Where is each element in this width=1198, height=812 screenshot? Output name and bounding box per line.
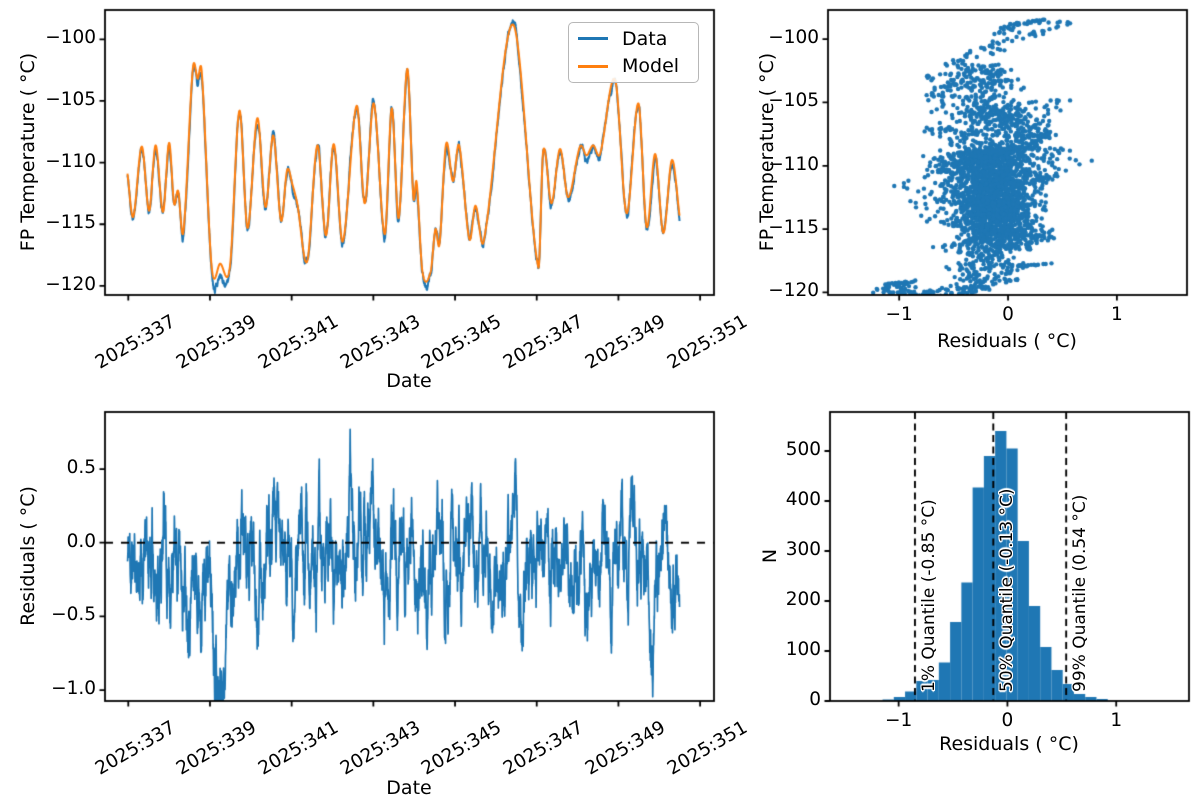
y-tick-label: −105 bbox=[768, 90, 819, 112]
x-tick-label: 0 bbox=[1002, 304, 1014, 325]
legend-label-data: Data bbox=[622, 27, 668, 50]
x-tick-label: −1 bbox=[885, 710, 913, 731]
quantile-99pct-label: 99% Quantile (0.54 °C) bbox=[1070, 494, 1091, 692]
y-tick-label: −115 bbox=[45, 212, 96, 234]
bottom-left-ylabel: Residuals ( °C) bbox=[17, 486, 39, 626]
y-tick-label: −120 bbox=[45, 273, 96, 295]
y-tick-label: −100 bbox=[45, 27, 96, 49]
y-tick-label: −115 bbox=[768, 217, 819, 239]
quantile-50pct-label: 50% Quantile (-0.13 °C) bbox=[997, 488, 1018, 692]
legend-item-data: Data bbox=[569, 29, 698, 49]
y-tick-label: 200 bbox=[785, 589, 821, 610]
quantile-1pct-label: 1% Quantile (-0.85 °C) bbox=[918, 499, 939, 692]
x-tick-label: 1 bbox=[1110, 710, 1123, 731]
y-tick-label: 0.5 bbox=[66, 457, 96, 479]
x-tick-label: 0 bbox=[1001, 710, 1014, 731]
top-left-xlabel: Date bbox=[386, 370, 432, 392]
y-tick-label: −110 bbox=[768, 153, 819, 175]
y-tick-label: 500 bbox=[785, 439, 821, 460]
bottom-right-ylabel: N bbox=[759, 548, 781, 564]
x-tick-label: −1 bbox=[885, 304, 913, 325]
y-tick-label: 100 bbox=[785, 639, 821, 660]
data-line-swatch bbox=[578, 37, 608, 41]
legend-item-model: Model bbox=[569, 56, 698, 76]
x-tick-label: 1 bbox=[1111, 304, 1123, 325]
y-tick-label: −1.0 bbox=[51, 678, 96, 700]
bottom-left-xlabel: Date bbox=[386, 777, 432, 799]
y-tick-label: 300 bbox=[785, 539, 821, 560]
legend: Data Model bbox=[568, 22, 699, 83]
top-right-ylabel: FP Temperature ( °C) bbox=[756, 52, 778, 252]
top-left-ylabel: FP Temperature ( °C) bbox=[17, 52, 39, 252]
y-tick-label: 0.0 bbox=[66, 530, 96, 552]
y-tick-label: −120 bbox=[768, 280, 819, 302]
model-line-swatch bbox=[578, 64, 608, 68]
top-right-xlabel: Residuals ( °C) bbox=[937, 330, 1077, 352]
y-tick-label: −100 bbox=[768, 27, 819, 49]
bottom-right-xlabel: Residuals ( °C) bbox=[939, 733, 1079, 755]
y-tick-label: 400 bbox=[785, 489, 821, 510]
y-tick-label: 0 bbox=[809, 689, 821, 710]
legend-label-model: Model bbox=[622, 55, 680, 78]
y-tick-label: −0.5 bbox=[51, 604, 96, 626]
y-tick-label: −105 bbox=[45, 88, 96, 110]
y-tick-label: −110 bbox=[45, 150, 96, 172]
